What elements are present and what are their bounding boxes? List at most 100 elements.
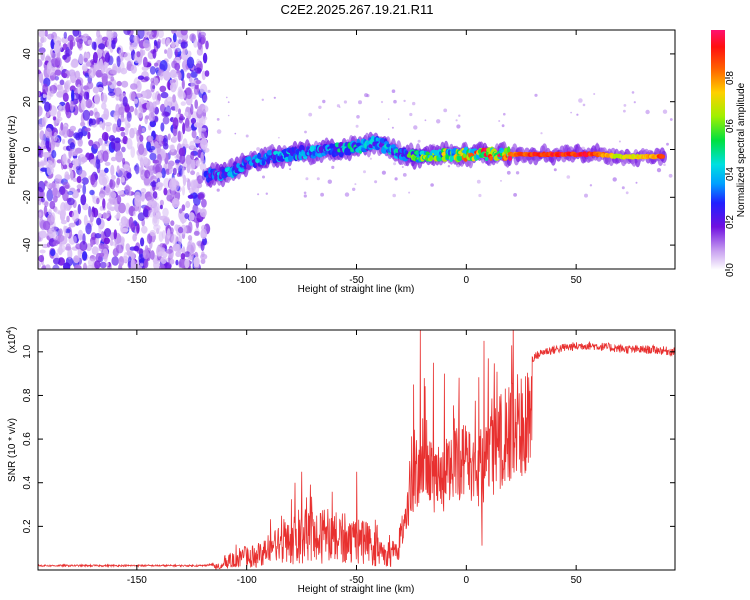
heatmap-noise-cell (77, 138, 83, 147)
heatmap-noise-cell (146, 140, 151, 152)
heatmap-scatter-cell (413, 125, 418, 130)
heatmap-noise-cell (62, 164, 68, 170)
heatmap-scatter-cell (216, 129, 222, 134)
heatmap-scatter-cell (289, 168, 292, 171)
heatmap-scatter-cell (403, 99, 406, 103)
heatmap-noise-cell (138, 258, 146, 264)
heatmap-noise-cell (180, 253, 186, 260)
heatmap-noise-cell (171, 197, 180, 209)
spectrogram-y-ticks: -40 -20 0 20 40 (22, 48, 675, 252)
heatmap-noise-cell (116, 234, 122, 244)
heatmap-scatter-cell (331, 165, 335, 169)
heatmap-scatter-cell (447, 165, 451, 168)
heatmap-noise-cell (69, 142, 76, 150)
heatmap-noise-cell (65, 243, 71, 251)
heatmap-noise-cell (200, 258, 206, 264)
heatmap-noise-cell (159, 247, 166, 253)
heatmap-noise-cell (77, 204, 82, 215)
heatmap-noise-cell (125, 124, 129, 136)
heatmap-noise-cell (75, 243, 82, 250)
heatmap-noise-cell (138, 124, 142, 136)
heatmap-noise-cell (200, 241, 205, 252)
heatmap-noise-cell (141, 225, 148, 234)
heatmap-noise-cell (54, 69, 62, 76)
heatmap-noise-cell (77, 30, 82, 38)
heatmap-noise-cell (193, 230, 200, 236)
heatmap-scatter-cell (392, 193, 397, 198)
heatmap-noise-cell (106, 210, 111, 217)
heatmap-noise-cell (76, 38, 83, 49)
heatmap-noise-cell (130, 146, 135, 159)
heatmap-noise-cell (157, 69, 165, 77)
heatmap-noise-cell (75, 166, 81, 171)
heatmap-noise-cell (50, 52, 57, 59)
spectrogram-x-label: Height of straight line (km) (298, 284, 415, 295)
heatmap-noise-cell (82, 109, 91, 121)
heatmap-noise-cell (46, 189, 54, 202)
heatmap-scatter-cell (355, 124, 359, 128)
heatmap-noise-cell (150, 181, 158, 188)
heatmap-scatter-cell (476, 179, 481, 184)
heatmap-noise-cell (118, 256, 125, 267)
heatmap-scatter-cell (578, 98, 583, 103)
heatmap-noise-cell (92, 51, 98, 64)
heatmap-noise-cell (165, 96, 173, 103)
y-tick-label: -40 (22, 237, 33, 252)
heatmap-noise-cell (137, 75, 145, 80)
heatmap-noise-cell (119, 221, 124, 227)
heatmap-scatter-cell (669, 118, 673, 121)
heatmap-scatter-cell (338, 106, 341, 108)
heatmap-noise-cell (190, 180, 198, 191)
heatmap-noise-cell (65, 101, 71, 113)
heatmap-noise-cell (108, 91, 116, 97)
heatmap-noise-cell (133, 98, 138, 104)
heatmap-noise-cell (136, 51, 141, 58)
heatmap-noise-cell (132, 210, 137, 217)
heatmap-scatter-cell (358, 100, 362, 105)
heatmap-scatter-cell (408, 191, 411, 194)
heatmap-scatter-cell (262, 175, 265, 179)
heatmap-ridge-cell (425, 151, 430, 156)
heatmap-noise-cell (146, 31, 154, 36)
heatmap-scatter-cell (305, 177, 309, 181)
heatmap-noise-cell (42, 83, 48, 95)
heatmap-noise-cell (185, 87, 193, 100)
heatmap-noise-cell (71, 190, 79, 199)
heatmap-noise-cell (157, 30, 164, 39)
heatmap-noise-cell (190, 117, 197, 125)
snr-scale-label: (x104) (6, 327, 18, 354)
spectrogram-x-ticks: -150 -100 -50 0 50 (127, 30, 582, 286)
heatmap-noise-cell (179, 113, 184, 119)
heatmap-noise-cell (67, 190, 74, 196)
heatmap-noise-cell (152, 191, 158, 199)
heatmap-noise-cell (159, 204, 163, 210)
heatmap-scatter-cell (589, 184, 593, 187)
heatmap-scatter-cell (327, 179, 332, 184)
heatmap-noise-cell (44, 114, 48, 124)
heatmap-noise-cell (142, 249, 150, 260)
heatmap-noise-cell (174, 49, 178, 57)
heatmap-noise-cell (140, 237, 145, 247)
heatmap-scatter-cell (352, 187, 356, 191)
heatmap-noise-cell (49, 90, 54, 97)
heatmap-noise-cell (71, 89, 75, 102)
heatmap-noise-cell (182, 185, 185, 196)
heatmap-noise-cell (158, 264, 166, 269)
heatmap-scatter-cell (303, 191, 307, 195)
heatmap-noise-cell (140, 188, 147, 194)
heatmap-noise-cell (143, 259, 149, 269)
heatmap-scatter-cell (322, 99, 326, 104)
heatmap-noise-cell (177, 226, 184, 234)
heatmap-scatter-cell (363, 170, 366, 174)
heatmap-noise-cell (105, 185, 111, 194)
heatmap-noise-cell (143, 208, 149, 218)
heatmap-scatter-cell (623, 104, 627, 107)
heatmap-scatter-cell (570, 111, 572, 114)
heatmap-noise-cell (88, 139, 94, 147)
heatmap-noise-cell (179, 153, 186, 165)
heatmap-noise-cell (121, 80, 129, 88)
heatmap-noise-cell (161, 230, 166, 239)
heatmap-noise-cell (142, 56, 148, 68)
snr-y-label: SNR (10 * v/v) (7, 418, 18, 482)
heatmap-noise-cell (82, 251, 88, 261)
